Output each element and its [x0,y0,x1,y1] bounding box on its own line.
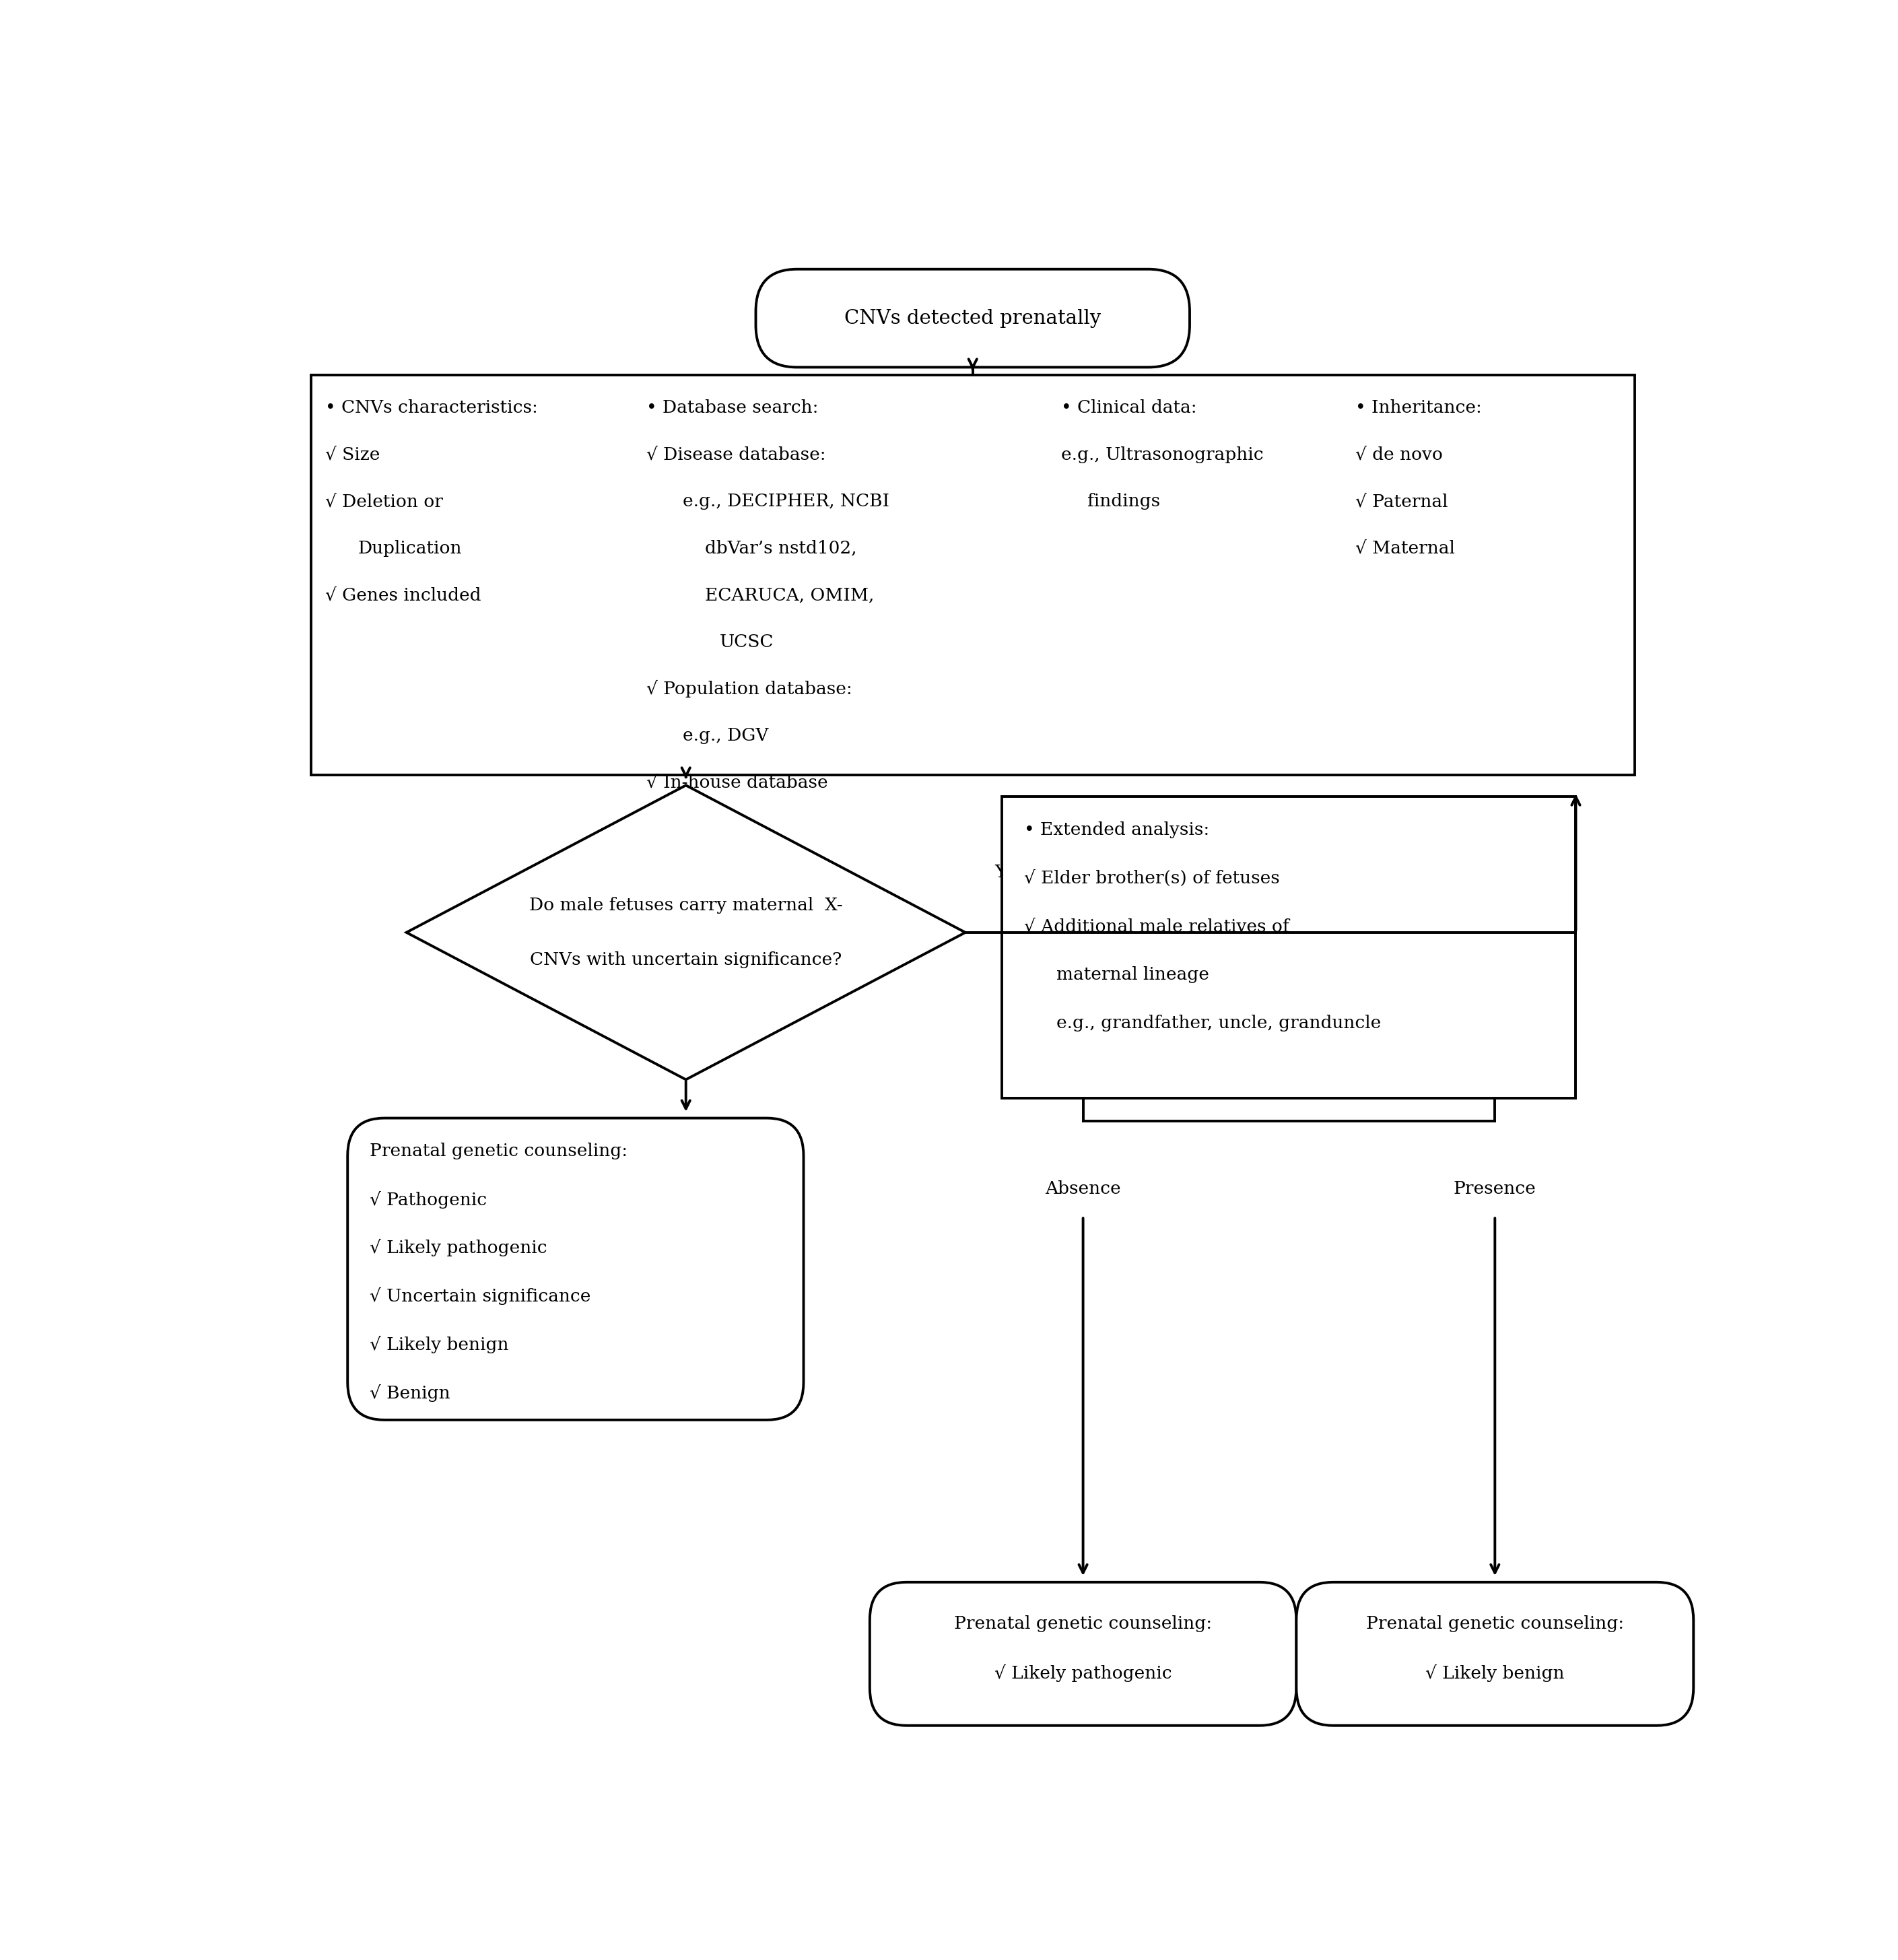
Text: e.g., DECIPHER, NCBI: e.g., DECIPHER, NCBI [683,494,890,510]
Polygon shape [406,786,966,1080]
Text: CNVs detected prenatally: CNVs detected prenatally [845,310,1101,327]
Text: √ Size: √ Size [326,447,380,463]
FancyBboxPatch shape [1296,1582,1693,1725]
Text: √ Additional male relatives of: √ Additional male relatives of [1025,917,1289,935]
Text: maternal lineage: maternal lineage [1057,966,1209,984]
Text: √ Maternal: √ Maternal [1355,539,1454,557]
Text: Prenatal genetic counseling:: Prenatal genetic counseling: [955,1615,1213,1633]
Text: e.g., grandfather, uncle, granduncle: e.g., grandfather, uncle, granduncle [1057,1015,1382,1031]
Text: √ Likely pathogenic: √ Likely pathogenic [370,1239,547,1256]
Text: Yes: Yes [995,864,1025,880]
Text: √ Population database:: √ Population database: [645,680,852,698]
Text: √ Likely benign: √ Likely benign [370,1335,509,1352]
Text: CNVs with uncertain significance?: CNVs with uncertain significance? [530,951,843,968]
Bar [311,374,1634,774]
Text: Prenatal genetic counseling:: Prenatal genetic counseling: [1367,1615,1625,1633]
FancyBboxPatch shape [347,1117,803,1419]
Text: e.g., DGV: e.g., DGV [683,727,769,745]
FancyBboxPatch shape [869,1582,1296,1725]
Text: • Database search:: • Database search: [645,400,818,416]
Text: √ Likely pathogenic: √ Likely pathogenic [995,1664,1171,1682]
Text: Do male fetuses carry maternal  X-: Do male fetuses carry maternal X- [530,898,843,913]
Text: • CNVs characteristics:: • CNVs characteristics: [326,400,539,416]
Text: √ Benign: √ Benign [370,1384,450,1401]
Text: √ Disease database:: √ Disease database: [645,447,826,463]
Text: • Inheritance:: • Inheritance: [1355,400,1482,416]
Text: No: No [708,1131,735,1149]
Text: UCSC: UCSC [719,633,774,651]
Text: √ Elder brother(s) of fetuses: √ Elder brother(s) of fetuses [1025,870,1279,886]
Text: Presence: Presence [1454,1180,1535,1198]
Text: • Clinical data:: • Clinical data: [1061,400,1198,416]
Text: √ Genes included: √ Genes included [326,586,482,604]
Bar [1002,796,1575,1098]
Text: ECARUCA, OMIM,: ECARUCA, OMIM, [704,586,875,604]
Text: √ Deletion or: √ Deletion or [326,494,444,510]
Text: Absence: Absence [1046,1180,1122,1198]
Text: √ Paternal: √ Paternal [1355,494,1448,510]
Text: Duplication: Duplication [359,539,461,557]
FancyBboxPatch shape [755,269,1190,367]
Text: e.g., Ultrasonographic: e.g., Ultrasonographic [1061,447,1264,463]
Text: √ de novo: √ de novo [1355,447,1442,463]
Text: findings: findings [1088,494,1160,510]
Text: √ Pathogenic: √ Pathogenic [370,1192,488,1209]
Text: √ Likely benign: √ Likely benign [1425,1664,1564,1682]
Text: dbVar’s nstd102,: dbVar’s nstd102, [704,539,856,557]
Text: Prenatal genetic counseling:: Prenatal genetic counseling: [370,1143,628,1160]
Text: √ In-house database: √ In-house database [645,774,828,790]
Text: • Extended analysis:: • Extended analysis: [1025,821,1209,839]
Text: √ Uncertain significance: √ Uncertain significance [370,1288,590,1305]
